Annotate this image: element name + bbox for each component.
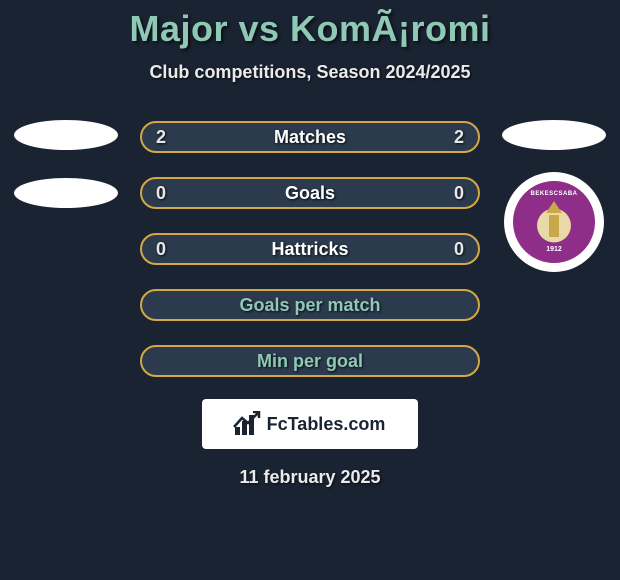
brand-link[interactable]: FcTables.com	[202, 399, 418, 449]
stat-left-value: 0	[156, 239, 184, 260]
page-subtitle: Club competitions, Season 2024/2025	[0, 62, 620, 83]
stat-right-value: 0	[436, 239, 464, 260]
stat-label: Goals	[285, 183, 335, 204]
stat-left-value: 2	[156, 127, 184, 148]
stat-row-hattricks: 0 Hattricks 0	[140, 233, 480, 265]
stat-label: Min per goal	[257, 351, 363, 372]
page-title: Major vs KomÃ¡romi	[0, 8, 620, 50]
stat-left-value: 0	[156, 183, 184, 204]
stat-label: Matches	[274, 127, 346, 148]
brand-arrow-icon	[233, 411, 261, 429]
stat-row-gpm: Goals per match	[140, 289, 480, 321]
stat-label: Hattricks	[271, 239, 348, 260]
stat-row-mpg: Min per goal	[140, 345, 480, 377]
footer-date: 11 february 2025	[0, 467, 620, 488]
stat-row-matches: 2 Matches 2	[140, 121, 480, 153]
stats-rows: 2 Matches 2 0 Goals 0 0 Hattricks 0 Goal…	[0, 121, 620, 377]
brand-icon	[235, 413, 261, 435]
page-container: Major vs KomÃ¡romi Club competitions, Se…	[0, 0, 620, 488]
brand-text: FcTables.com	[267, 414, 386, 435]
stat-label: Goals per match	[239, 295, 380, 316]
stat-right-value: 0	[436, 183, 464, 204]
stat-row-goals: 0 Goals 0	[140, 177, 480, 209]
stat-right-value: 2	[436, 127, 464, 148]
